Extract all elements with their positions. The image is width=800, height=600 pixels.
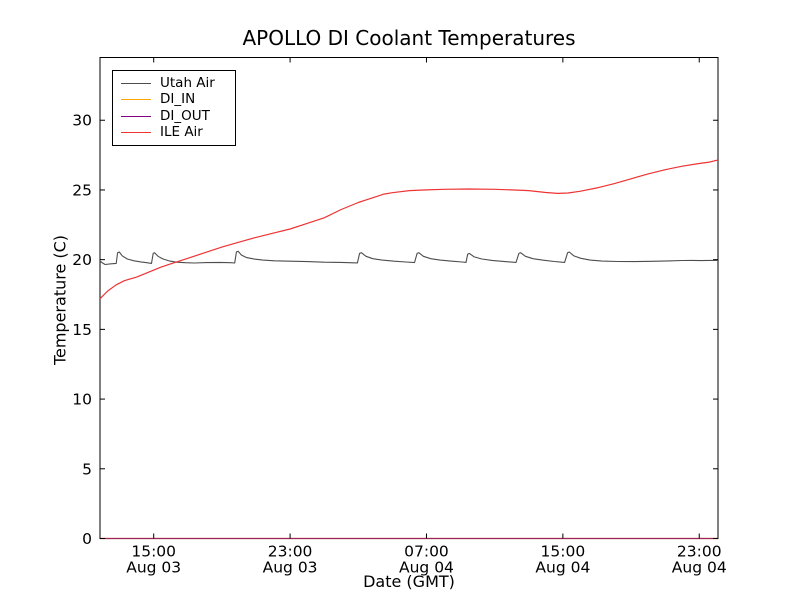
y-axis-label: Temperature (C) <box>50 234 70 366</box>
legend-item-label: ILE Air <box>160 124 203 140</box>
series-line-utah-air <box>99 250 719 266</box>
y-tick-label: 25 <box>72 181 92 199</box>
y-tick-label: 5 <box>82 460 92 478</box>
legend-item-ile-air: ILE Air <box>121 125 235 142</box>
legend-item-label: DI_IN <box>160 91 196 107</box>
x-tick-label-time: 23:00 <box>268 543 313 561</box>
x-tick-label-date: Aug 04 <box>672 559 727 577</box>
x-tick-label-time: 15:00 <box>541 543 586 561</box>
y-tick-label: 30 <box>72 112 92 130</box>
legend-line-swatch <box>121 132 151 134</box>
y-tick-label: 20 <box>72 251 92 269</box>
chart-title: APOLLO DI Coolant Temperatures <box>242 26 576 50</box>
legend-item-di-out: DI_OUT <box>121 108 235 125</box>
legend-item-di-in: DI_IN <box>121 92 235 109</box>
legend-line-swatch <box>121 82 151 84</box>
legend-item-utah-air: Utah Air <box>121 75 235 92</box>
y-tick-label: 10 <box>72 391 92 409</box>
x-tick-label-date: Aug 03 <box>126 559 181 577</box>
legend-item-label: DI_OUT <box>160 107 210 124</box>
x-tick-label-time: 23:00 <box>677 543 722 561</box>
x-tick-label-date: Aug 04 <box>535 559 590 577</box>
x-tick-label-time: 07:00 <box>404 543 449 561</box>
legend-item-label: Utah Air <box>160 74 215 91</box>
y-tick-label: 15 <box>72 321 92 339</box>
legend-line-swatch <box>121 115 151 117</box>
x-tick-label-date: Aug 03 <box>263 559 318 577</box>
legend-line-swatch <box>121 99 151 101</box>
x-tick-label-time: 15:00 <box>131 543 176 561</box>
series-line-ile-air <box>99 159 719 300</box>
x-tick-label-date: Aug 04 <box>399 559 454 577</box>
y-tick-label: 0 <box>82 530 92 548</box>
legend: Utah Air DI_IN DI_OUT ILE Air <box>112 70 236 146</box>
x-axis-label: Date (GMT) <box>363 572 455 591</box>
